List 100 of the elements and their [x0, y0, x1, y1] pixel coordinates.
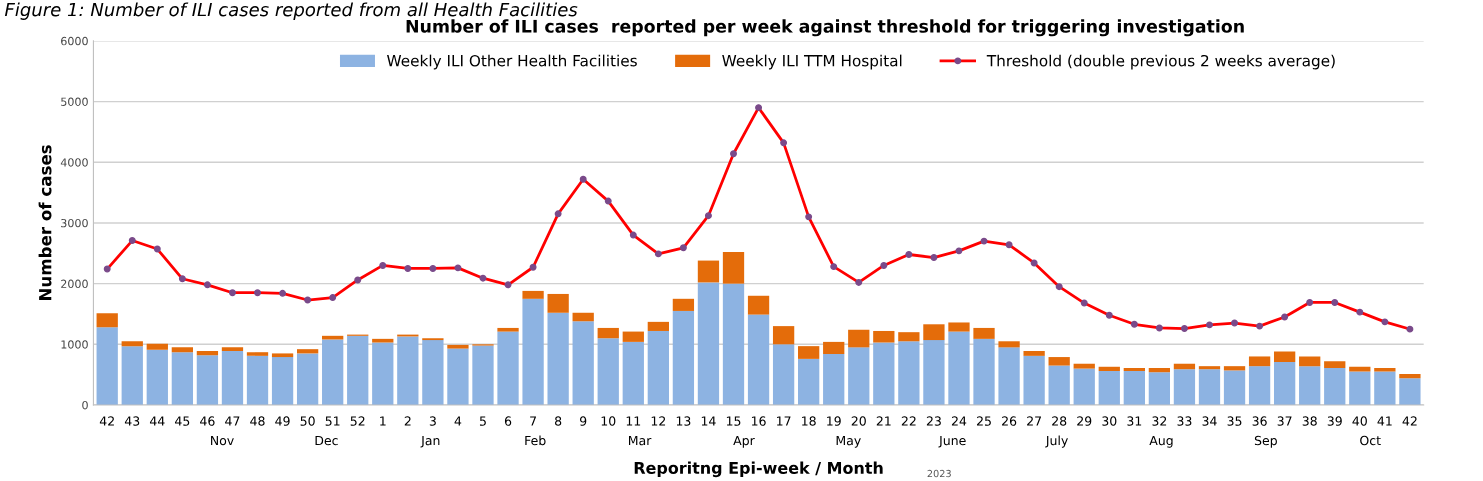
- y-tick-label: 6000: [61, 36, 88, 46]
- text: Feb: [525, 435, 546, 446]
- text: May: [836, 435, 861, 448]
- bar: [347, 335, 369, 405]
- text: Apr: [733, 435, 755, 448]
- bar: [1198, 366, 1221, 370]
- bar: [472, 345, 494, 405]
- text: Aug: [1149, 435, 1173, 448]
- x-tick-label: 34: [1202, 416, 1217, 426]
- text: Sep: [1254, 435, 1277, 448]
- bar: [196, 350, 219, 356]
- bar: [747, 314, 770, 405]
- text: Nov: [211, 435, 234, 446]
- bar: [1123, 371, 1145, 405]
- text: July: [1045, 435, 1068, 448]
- bar: [1349, 371, 1371, 405]
- bar: [948, 331, 970, 405]
- bar: [1148, 372, 1171, 405]
- bar: [271, 353, 294, 358]
- x-tick-label: 15: [726, 416, 741, 426]
- x-tick-label: 6: [504, 416, 512, 426]
- x-tick-label: 17: [777, 416, 791, 426]
- x-tick-label: 10: [601, 416, 616, 426]
- x-tick-label: 31: [1127, 416, 1142, 426]
- bar: [372, 342, 394, 405]
- text: Dec: [315, 435, 338, 446]
- bar: [146, 343, 168, 350]
- text: 2023: [927, 469, 951, 478]
- bar: [1023, 350, 1045, 356]
- text: Oct: [1360, 435, 1381, 446]
- bar: [1324, 361, 1346, 368]
- bar: [322, 339, 344, 405]
- bar: [672, 298, 695, 311]
- bar: [1248, 356, 1271, 367]
- bar: [1248, 366, 1271, 405]
- x-tick-label: 39: [1327, 416, 1342, 426]
- bar: [1274, 361, 1296, 405]
- x-tick-label: 44: [149, 416, 165, 426]
- x-tick-label: 3: [429, 416, 436, 426]
- x-tick-label: 5: [479, 416, 486, 426]
- bar: [973, 338, 995, 405]
- bar: [647, 321, 669, 331]
- x-tick-label: 41: [1377, 416, 1392, 426]
- x-tick-label: 30: [1102, 416, 1117, 426]
- bar: [246, 355, 269, 405]
- x-tick-label: 52: [350, 416, 365, 426]
- bar: [898, 332, 920, 342]
- bar: [121, 341, 143, 347]
- x-tick-label: 20: [851, 416, 866, 426]
- bar: [1299, 366, 1321, 405]
- x-tick-label: 40: [1352, 416, 1367, 426]
- bar: [1173, 369, 1196, 405]
- x-tick-label: 18: [802, 416, 816, 426]
- x-tick-label: 16: [751, 416, 766, 426]
- y-axis-title: Number of cases: [38, 145, 52, 301]
- bar: [1098, 366, 1120, 372]
- x-axis-title: Reporitng Epi-week / Month: [634, 461, 883, 478]
- bar: [447, 344, 469, 349]
- bar: [296, 349, 319, 354]
- bar: [1223, 366, 1246, 371]
- x-tick-label: 50: [300, 416, 315, 426]
- bar: [923, 340, 945, 405]
- x-tick-label: 46: [200, 416, 215, 426]
- y-tick-label: 0: [82, 400, 88, 410]
- bar: [196, 355, 219, 405]
- bar: [1349, 366, 1371, 372]
- bar: [923, 324, 945, 341]
- bar: [998, 341, 1020, 348]
- bar: [547, 293, 569, 313]
- x-tick-label: 33: [1177, 416, 1192, 426]
- x-tick-label: 26: [1002, 416, 1017, 426]
- bar: [1374, 367, 1396, 372]
- x-tick-label: 9: [580, 416, 587, 426]
- bar: [271, 357, 294, 405]
- x-tick-label: 23: [926, 416, 941, 426]
- bar: [722, 252, 745, 284]
- x-tick-label: 29: [1077, 416, 1092, 426]
- x-tick-label: 25: [976, 416, 991, 426]
- bar: [697, 260, 720, 283]
- text: Jan: [420, 435, 440, 448]
- x-tick-label: 36: [1252, 416, 1267, 426]
- chart-title: Number of ILI cases reported per week against threshold for triggering investigation: [406, 19, 1244, 37]
- bar: [873, 342, 895, 405]
- x-tick-label: 24: [951, 416, 967, 426]
- bar: [397, 336, 419, 405]
- bar: [1048, 365, 1070, 405]
- bar: [221, 350, 244, 405]
- bar: [672, 310, 695, 405]
- legend-label: Weekly ILI TTM Hospital: [722, 54, 902, 70]
- bar: [873, 330, 895, 343]
- bar: [973, 327, 995, 339]
- text: June: [938, 435, 966, 448]
- bar: [1274, 351, 1296, 362]
- bar: [1023, 355, 1045, 405]
- bar: [1148, 367, 1171, 373]
- bar: [572, 321, 594, 405]
- legend-label: Weekly ILI Other Health Facilities: [387, 54, 637, 70]
- bar: [171, 347, 194, 353]
- bar: [798, 346, 820, 359]
- bar: [772, 344, 795, 405]
